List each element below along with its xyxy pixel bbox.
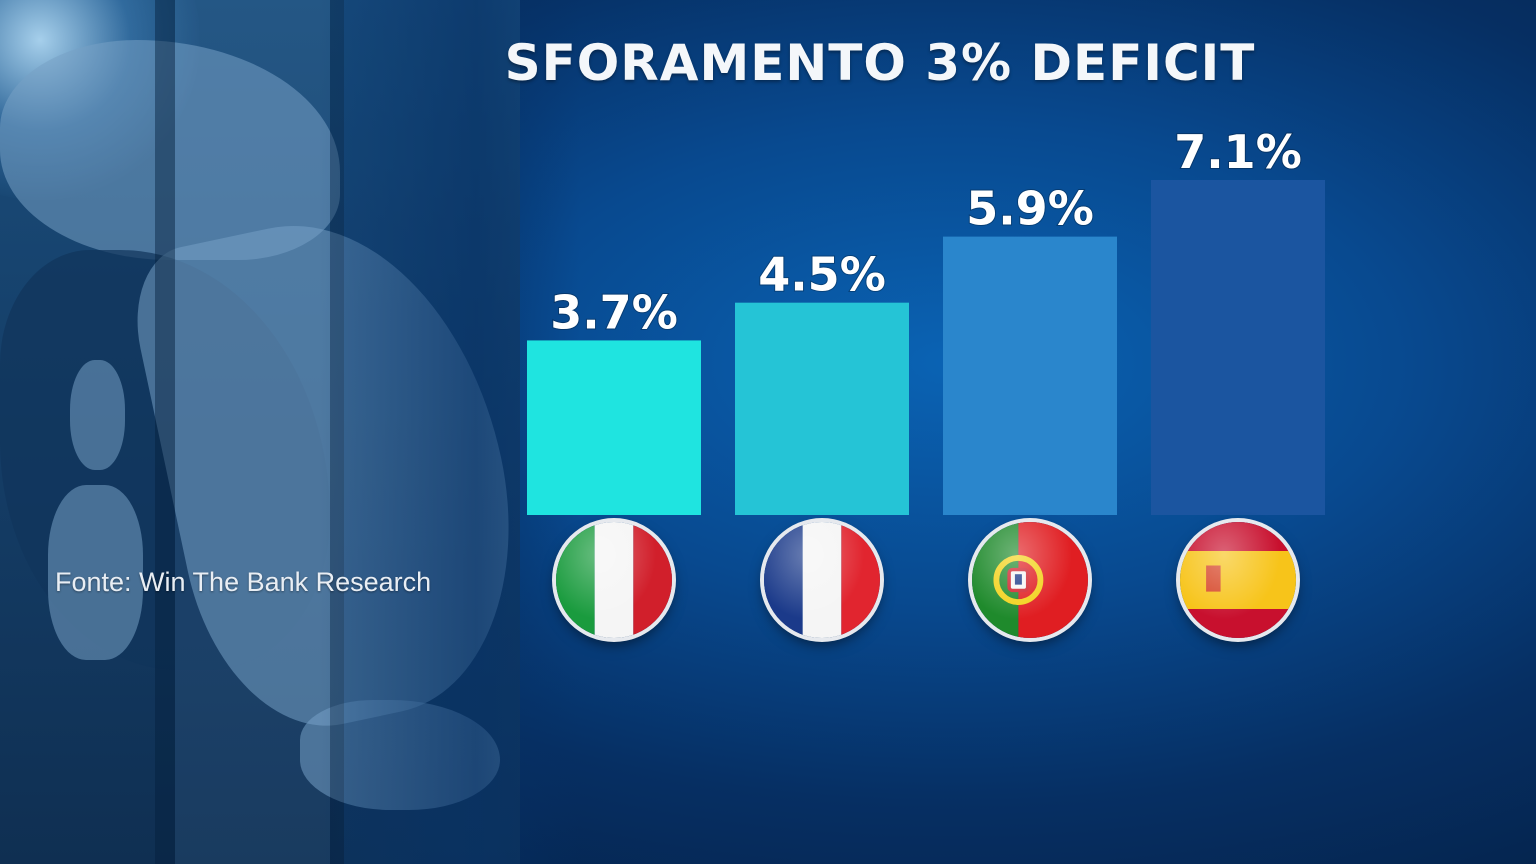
source-credit: Fonte: Win The Bank Research: [55, 567, 432, 597]
bar-value-label-italy: 3.7%: [550, 285, 678, 339]
bar-value-label-spain: 7.1%: [1174, 125, 1302, 179]
bar-france: [735, 302, 909, 515]
italy-flag-icon: [556, 522, 672, 638]
bar-italy: [527, 340, 701, 515]
bar-spain: [1151, 180, 1325, 515]
bar-value-label-france: 4.5%: [758, 248, 886, 302]
chart-title: SFORAMENTO 3% DEFICIT: [504, 34, 1256, 92]
bar-value-label-portugal: 5.9%: [966, 182, 1094, 236]
portugal-flag-icon: [972, 522, 1088, 638]
flag-gloss: [556, 522, 672, 638]
france-flag-icon: [764, 522, 880, 638]
flag-gloss: [972, 522, 1088, 638]
land-corsica: [70, 360, 125, 470]
flag-gloss: [764, 522, 880, 638]
flag-gloss: [1180, 522, 1296, 638]
bar-portugal: [943, 236, 1117, 515]
land-sardinia: [48, 485, 143, 660]
overlay-stripe-dark: [155, 0, 175, 864]
spain-flag-icon: [1180, 522, 1296, 638]
overlay-stripe-light: [175, 0, 330, 864]
